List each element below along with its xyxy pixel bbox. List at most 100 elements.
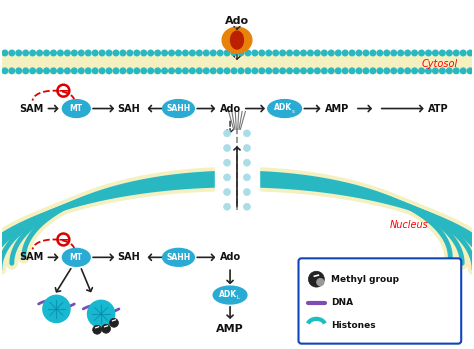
Text: SAM: SAM bbox=[19, 252, 44, 262]
Bar bbox=[215, 125, 259, 215]
Circle shape bbox=[134, 68, 139, 74]
Circle shape bbox=[64, 68, 70, 74]
Circle shape bbox=[113, 68, 119, 74]
Text: SAH: SAH bbox=[118, 252, 140, 262]
Circle shape bbox=[349, 50, 355, 56]
Circle shape bbox=[30, 68, 36, 74]
Circle shape bbox=[391, 50, 397, 56]
Circle shape bbox=[85, 50, 91, 56]
Circle shape bbox=[23, 68, 28, 74]
Circle shape bbox=[317, 279, 324, 285]
Circle shape bbox=[454, 50, 459, 56]
Circle shape bbox=[100, 68, 105, 74]
FancyBboxPatch shape bbox=[299, 258, 461, 344]
Circle shape bbox=[92, 68, 98, 74]
Circle shape bbox=[197, 68, 202, 74]
Circle shape bbox=[231, 50, 237, 56]
Circle shape bbox=[342, 50, 348, 56]
Circle shape bbox=[384, 50, 390, 56]
Circle shape bbox=[127, 68, 133, 74]
Circle shape bbox=[141, 50, 146, 56]
Circle shape bbox=[72, 50, 77, 56]
Circle shape bbox=[398, 68, 403, 74]
Circle shape bbox=[120, 68, 126, 74]
Ellipse shape bbox=[213, 286, 247, 304]
Circle shape bbox=[398, 50, 403, 56]
Circle shape bbox=[101, 324, 110, 333]
Circle shape bbox=[197, 50, 202, 56]
Text: Methyl group: Methyl group bbox=[331, 275, 399, 284]
Circle shape bbox=[309, 271, 324, 287]
Circle shape bbox=[113, 50, 119, 56]
Ellipse shape bbox=[63, 248, 90, 266]
Circle shape bbox=[106, 68, 112, 74]
Circle shape bbox=[224, 50, 230, 56]
Circle shape bbox=[224, 159, 230, 166]
Text: DNA: DNA bbox=[331, 298, 354, 307]
Circle shape bbox=[127, 50, 133, 56]
Circle shape bbox=[244, 174, 250, 181]
Circle shape bbox=[58, 68, 63, 74]
Circle shape bbox=[37, 50, 42, 56]
Text: SAM: SAM bbox=[19, 104, 44, 113]
Circle shape bbox=[2, 68, 8, 74]
Circle shape bbox=[252, 50, 258, 56]
Circle shape bbox=[280, 50, 285, 56]
Circle shape bbox=[328, 68, 334, 74]
Circle shape bbox=[412, 50, 417, 56]
Circle shape bbox=[224, 203, 230, 210]
Circle shape bbox=[447, 50, 452, 56]
Circle shape bbox=[273, 68, 278, 74]
Circle shape bbox=[51, 50, 56, 56]
Text: SAHH: SAHH bbox=[166, 253, 191, 262]
Circle shape bbox=[231, 68, 237, 74]
Circle shape bbox=[182, 68, 188, 74]
Circle shape bbox=[190, 68, 195, 74]
Circle shape bbox=[182, 50, 188, 56]
Circle shape bbox=[273, 50, 278, 56]
Circle shape bbox=[148, 50, 154, 56]
Circle shape bbox=[210, 50, 216, 56]
Circle shape bbox=[447, 68, 452, 74]
Circle shape bbox=[203, 50, 209, 56]
Circle shape bbox=[433, 68, 438, 74]
Text: ATP: ATP bbox=[428, 104, 449, 113]
Circle shape bbox=[280, 68, 285, 74]
Circle shape bbox=[85, 68, 91, 74]
Circle shape bbox=[426, 68, 431, 74]
Circle shape bbox=[224, 144, 230, 151]
Text: SAH: SAH bbox=[118, 104, 140, 113]
Circle shape bbox=[92, 50, 98, 56]
Circle shape bbox=[100, 50, 105, 56]
Text: Nucleus: Nucleus bbox=[390, 220, 428, 230]
Circle shape bbox=[426, 50, 431, 56]
Circle shape bbox=[16, 68, 21, 74]
Circle shape bbox=[294, 68, 299, 74]
Circle shape bbox=[259, 50, 264, 56]
Circle shape bbox=[439, 50, 445, 56]
Circle shape bbox=[37, 68, 42, 74]
Circle shape bbox=[349, 68, 355, 74]
Text: ADK: ADK bbox=[273, 103, 292, 112]
Circle shape bbox=[106, 50, 112, 56]
Circle shape bbox=[321, 50, 327, 56]
Circle shape bbox=[169, 68, 174, 74]
Circle shape bbox=[419, 50, 424, 56]
Circle shape bbox=[259, 68, 264, 74]
Circle shape bbox=[109, 318, 118, 327]
Circle shape bbox=[419, 68, 424, 74]
Circle shape bbox=[245, 50, 251, 56]
Circle shape bbox=[79, 68, 84, 74]
Circle shape bbox=[454, 68, 459, 74]
Circle shape bbox=[169, 50, 174, 56]
Circle shape bbox=[336, 68, 341, 74]
Circle shape bbox=[176, 68, 181, 74]
Bar bbox=[2, 51, 472, 73]
Circle shape bbox=[377, 50, 383, 56]
Circle shape bbox=[51, 68, 56, 74]
Circle shape bbox=[155, 68, 160, 74]
Circle shape bbox=[439, 68, 445, 74]
Circle shape bbox=[244, 159, 250, 166]
Circle shape bbox=[141, 68, 146, 74]
Circle shape bbox=[245, 68, 251, 74]
